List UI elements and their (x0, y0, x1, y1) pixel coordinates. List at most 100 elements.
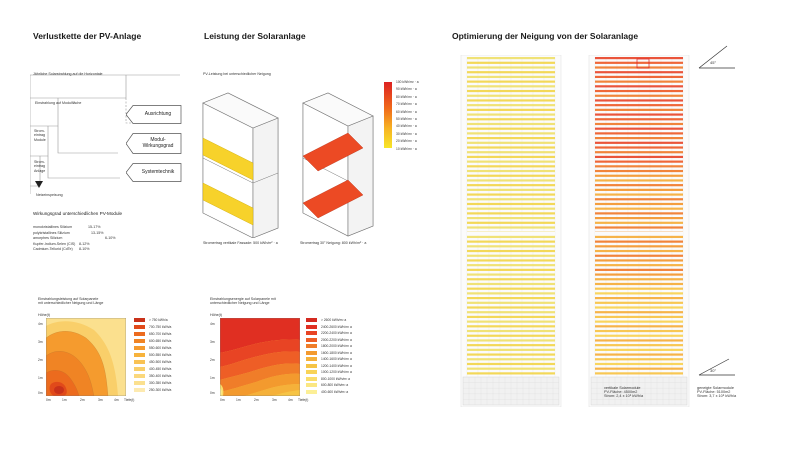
panel-stripe (467, 311, 555, 314)
loss-chain-steps (30, 74, 180, 194)
panel-stripe (595, 306, 683, 309)
panel-stripe (467, 151, 555, 154)
panel-stripe (595, 118, 683, 121)
panel-stripe (467, 254, 555, 257)
panel-stripe (467, 71, 555, 74)
contour1-legend-item: 600-650 kWh/a (149, 339, 172, 344)
contour2-legend-item: 2000-2200 kWh/m² a (321, 337, 352, 342)
performance-legend-item: 60 kWh/m² · a (396, 109, 417, 114)
contour2-ylabel: Höhe(t) (210, 313, 222, 317)
contour2-legend-item: 1000-1200 kWh/m² a (321, 370, 352, 375)
efficiency-row-value: 8-10% (79, 247, 90, 251)
arrow-box-module-efficiency: Modul- Wirkungsgrad (142, 136, 174, 149)
contour1-legend-item: 250-300 kWh/a (149, 388, 172, 393)
panel-stripe (467, 184, 555, 187)
panel-stripe (467, 165, 555, 168)
loss-row-grid-feed: Netzeinspeisung (36, 193, 63, 197)
panel-stripe (595, 155, 683, 159)
panel-stripe (595, 221, 683, 224)
panel-stripe (595, 160, 683, 163)
right-caption-line: geneigte Solarmodule (697, 386, 734, 390)
panel-stripe (467, 292, 555, 295)
panel-stripe (467, 245, 555, 248)
arrow-box-system-tech-shape (126, 163, 182, 182)
panel-stripe (467, 301, 555, 304)
angle-45-icon (698, 45, 735, 69)
loss-chain-title: Verlustkette der PV-Anlage (33, 31, 142, 41)
panel-stripe (595, 367, 683, 370)
panel-stripe (595, 188, 683, 191)
contour1-legend-item: 500-550 kWh/a (149, 353, 172, 358)
panel-stripe (595, 179, 683, 182)
panel-stripe (595, 146, 683, 149)
contour1-legend-item: 400-450 kWh/a (149, 367, 172, 372)
panel-stripe (467, 329, 555, 333)
facade-panel-upper (202, 137, 254, 181)
contour1-ylabel: Höhe(t) (38, 313, 50, 317)
contour2-legend-item: > 2600 kWh/m² a (321, 318, 347, 323)
panel-stripe (467, 61, 555, 64)
facade-block-left (202, 92, 279, 238)
panel-stripe (595, 127, 683, 130)
panel-stripe (595, 311, 683, 314)
contour2-legend-item: 800-1000 kWh/m² a (321, 376, 350, 381)
panel-stripe (595, 362, 683, 366)
contour1-xtick: Tiefe(t) (124, 398, 135, 402)
panel-stripe (595, 315, 683, 319)
panel-stripe (595, 122, 683, 126)
performance-legend-item: 10 kWh/m² · a (396, 146, 417, 151)
efficiency-title: Wirkungsgrad unterschiedlichen PV-Module (33, 211, 123, 216)
panel-stripe (467, 315, 555, 319)
contour1-xtick: 4m (114, 398, 119, 402)
contour2-ytick: 1m (210, 376, 215, 380)
panel-stripe (595, 353, 683, 356)
contour2-legend-item: 1200-1400 kWh/m² a (321, 363, 352, 368)
panel-stripe (467, 297, 555, 300)
panel-stripe (467, 113, 555, 116)
panel-stripe (595, 80, 683, 83)
panel-stripe (467, 146, 555, 149)
performance-legend-item: 30 kWh/m² · a (396, 131, 417, 136)
panel-stripe (595, 301, 683, 304)
output-arrow-icon (35, 181, 43, 188)
panel-stripe (467, 137, 555, 140)
panel-stripe (595, 85, 683, 88)
panel-stripe (595, 235, 683, 239)
panel-stripe (595, 264, 683, 267)
panel-stripe (595, 184, 683, 187)
panel-stripe (467, 235, 555, 239)
panel-stripe (467, 132, 555, 135)
arrow-box-system-tech: Systemtechnik (141, 168, 175, 175)
panel-stripe (595, 278, 683, 281)
panel-stripe (467, 278, 555, 281)
panel-stripe (595, 339, 683, 342)
contour1-plot (46, 318, 126, 396)
panel-stripe (467, 85, 555, 88)
loss-row-module-surface: Einstrahlung auf Modulfläche (35, 101, 82, 105)
tilted-panel-upper (302, 132, 364, 172)
contour2-xtick: 0m (220, 398, 225, 402)
panel-stripe (467, 99, 555, 102)
panel-stripe (595, 75, 683, 79)
panel-stripe (595, 325, 683, 328)
loss-row-module-yield: Strom- eintrag Module (34, 129, 46, 142)
efficiency-row-name: Kupfer-Indium-Selen (CIS) (33, 241, 76, 246)
panel-stripe (595, 89, 683, 93)
panel-stripe (467, 104, 555, 107)
right-caption-line: Strom: 3,7 x 10⁵ kWh/a (697, 394, 737, 398)
panel-stripe (467, 122, 555, 126)
panel-stripe (467, 268, 555, 271)
panel-stripe (595, 137, 683, 140)
panel-stripe (595, 320, 683, 323)
panel-stripe (595, 282, 683, 286)
caption-facade: Stromertrag vertikale Fassade: 500 kWh/m… (203, 241, 278, 245)
contour1-ytick: 0m (38, 391, 43, 395)
panel-stripe (595, 334, 683, 337)
contour2-xtick: 1m (236, 398, 241, 402)
panel-stripe (595, 358, 683, 361)
panel-stripe (595, 344, 683, 347)
panel-stripe (595, 372, 683, 375)
contour1-xtick: 1m (62, 398, 67, 402)
panel-stripe (595, 57, 683, 60)
panel-stripe (595, 254, 683, 257)
